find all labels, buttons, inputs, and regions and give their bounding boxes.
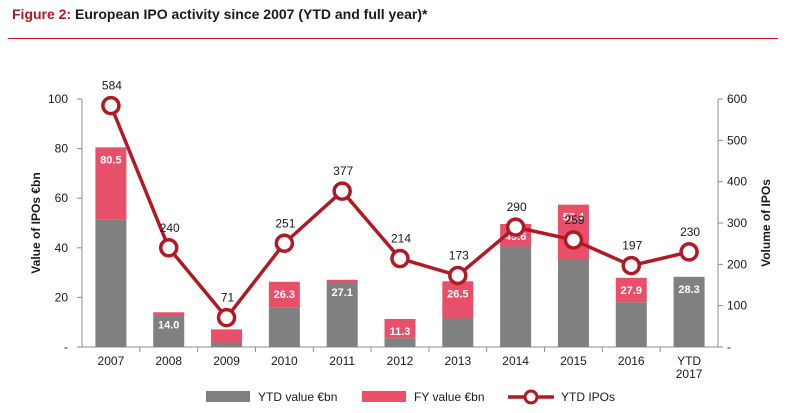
ipo-count-line — [109, 104, 690, 320]
left-tick-label: 20 — [55, 290, 69, 304]
left-tick-label: - — [64, 340, 68, 354]
ipo-count-label: 71 — [221, 291, 235, 305]
ipo-count-marker — [216, 307, 237, 328]
left-tick-label: 40 — [55, 241, 69, 255]
fy-bar — [615, 277, 647, 303]
x-tick-label: 2010 — [271, 354, 298, 368]
y-axis-title: Value of IPOs €bn — [29, 172, 43, 273]
left-tick-label: 60 — [55, 191, 69, 205]
ipo-count-label: 240 — [160, 221, 180, 235]
right-tick-label: 500 — [727, 133, 747, 147]
ipo-count-label: 214 — [391, 232, 411, 246]
ipo-count-label: 377 — [333, 164, 353, 178]
left-tick-label: 80 — [55, 142, 69, 156]
bar-value-label: 27.1 — [331, 287, 352, 299]
ytd-bar — [211, 342, 243, 347]
ipo-count-marker — [390, 248, 410, 269]
x-tick-label: 2011 — [329, 354, 355, 368]
x-tick-label: YTD 2017 — [676, 354, 703, 381]
ytd-bar — [615, 302, 647, 347]
legend-label-ytd: YTD value €bn — [258, 390, 337, 404]
right-tick-label: 600 — [727, 92, 747, 106]
fy-bar — [268, 281, 300, 308]
title-rule — [8, 38, 778, 39]
fy-bar — [442, 281, 474, 319]
ipo-count-marker — [274, 233, 295, 254]
bar-value-label: 80.5 — [100, 154, 121, 166]
ipo-count-label: 230 — [680, 225, 700, 239]
ipo-count-label: 173 — [449, 248, 469, 262]
legend-swatch-ytd — [206, 391, 250, 402]
ipo-count-marker — [448, 265, 468, 286]
ipo-count-label: 251 — [275, 216, 295, 230]
ipo-count-marker — [563, 230, 584, 250]
figure-title: Figure 2: European IPO activity since 20… — [12, 6, 427, 22]
figure-title-text: European IPO activity since 2007 (YTD an… — [75, 6, 428, 22]
legend-label-ipos: YTD IPOs — [561, 390, 615, 404]
ipo-count-label: 197 — [622, 239, 642, 253]
bar-value-label: 14.0 — [158, 319, 179, 331]
right-tick-label: 400 — [727, 175, 747, 189]
bar-value-label: 26.3 — [274, 289, 295, 301]
bar-value-label: 11.3 — [390, 326, 411, 338]
x-tick-label: 2013 — [444, 354, 471, 368]
ipo-count-label: 259 — [564, 213, 584, 227]
y2-axis-title: Volume of IPOs — [759, 179, 773, 267]
fy-bar — [153, 312, 185, 316]
x-tick-label: 2012 — [387, 354, 414, 368]
x-tick-label: 2016 — [618, 354, 645, 368]
ytd-bar — [673, 276, 705, 347]
ipo-count-marker — [505, 217, 526, 237]
fy-bar — [211, 329, 243, 343]
ipo-count-marker — [101, 95, 121, 116]
fy-bar — [384, 318, 416, 339]
ytd-bar — [384, 338, 416, 347]
x-tick-label: 2009 — [213, 354, 240, 368]
fy-bar — [95, 147, 127, 220]
ipo-count-marker — [679, 242, 699, 262]
x-tick-label: 2008 — [155, 354, 182, 368]
x-tick-label: 2015 — [560, 354, 587, 368]
bar-value-label: 28.3 — [678, 284, 699, 296]
fy-bar — [326, 279, 358, 283]
ipo-count-marker — [621, 255, 642, 276]
ytd-bar — [268, 307, 300, 347]
right-tick-label: 300 — [727, 216, 747, 230]
left-tick-label: 100 — [48, 92, 68, 106]
right-tick-label: - — [727, 340, 731, 354]
x-tick-label: 2007 — [98, 354, 125, 368]
right-tick-label: 100 — [727, 299, 747, 313]
ytd-bar — [153, 316, 185, 347]
ytd-bar — [442, 318, 474, 347]
ytd-bar — [326, 282, 358, 347]
legend-marker-ipos — [523, 389, 539, 405]
ytd-bar — [500, 246, 532, 347]
ipo-count-label: 290 — [507, 200, 527, 214]
ipo-count-marker — [158, 238, 179, 258]
x-tick-label: 2014 — [502, 354, 529, 368]
bar-value-label: 57.4 — [563, 212, 585, 224]
ipo-count-marker — [332, 181, 352, 201]
bar-value-label: 27.9 — [621, 285, 642, 297]
right-tick-label: 200 — [727, 257, 747, 271]
ytd-bar — [95, 219, 127, 347]
ipo-count-label: 584 — [102, 79, 122, 93]
figure-number: Figure 2: — [12, 6, 72, 22]
legend-label-fy: FY value €bn — [414, 390, 485, 404]
legend-swatch-fy — [362, 391, 406, 402]
bar-value-label: 26.5 — [447, 288, 468, 300]
ytd-bar — [557, 258, 589, 347]
